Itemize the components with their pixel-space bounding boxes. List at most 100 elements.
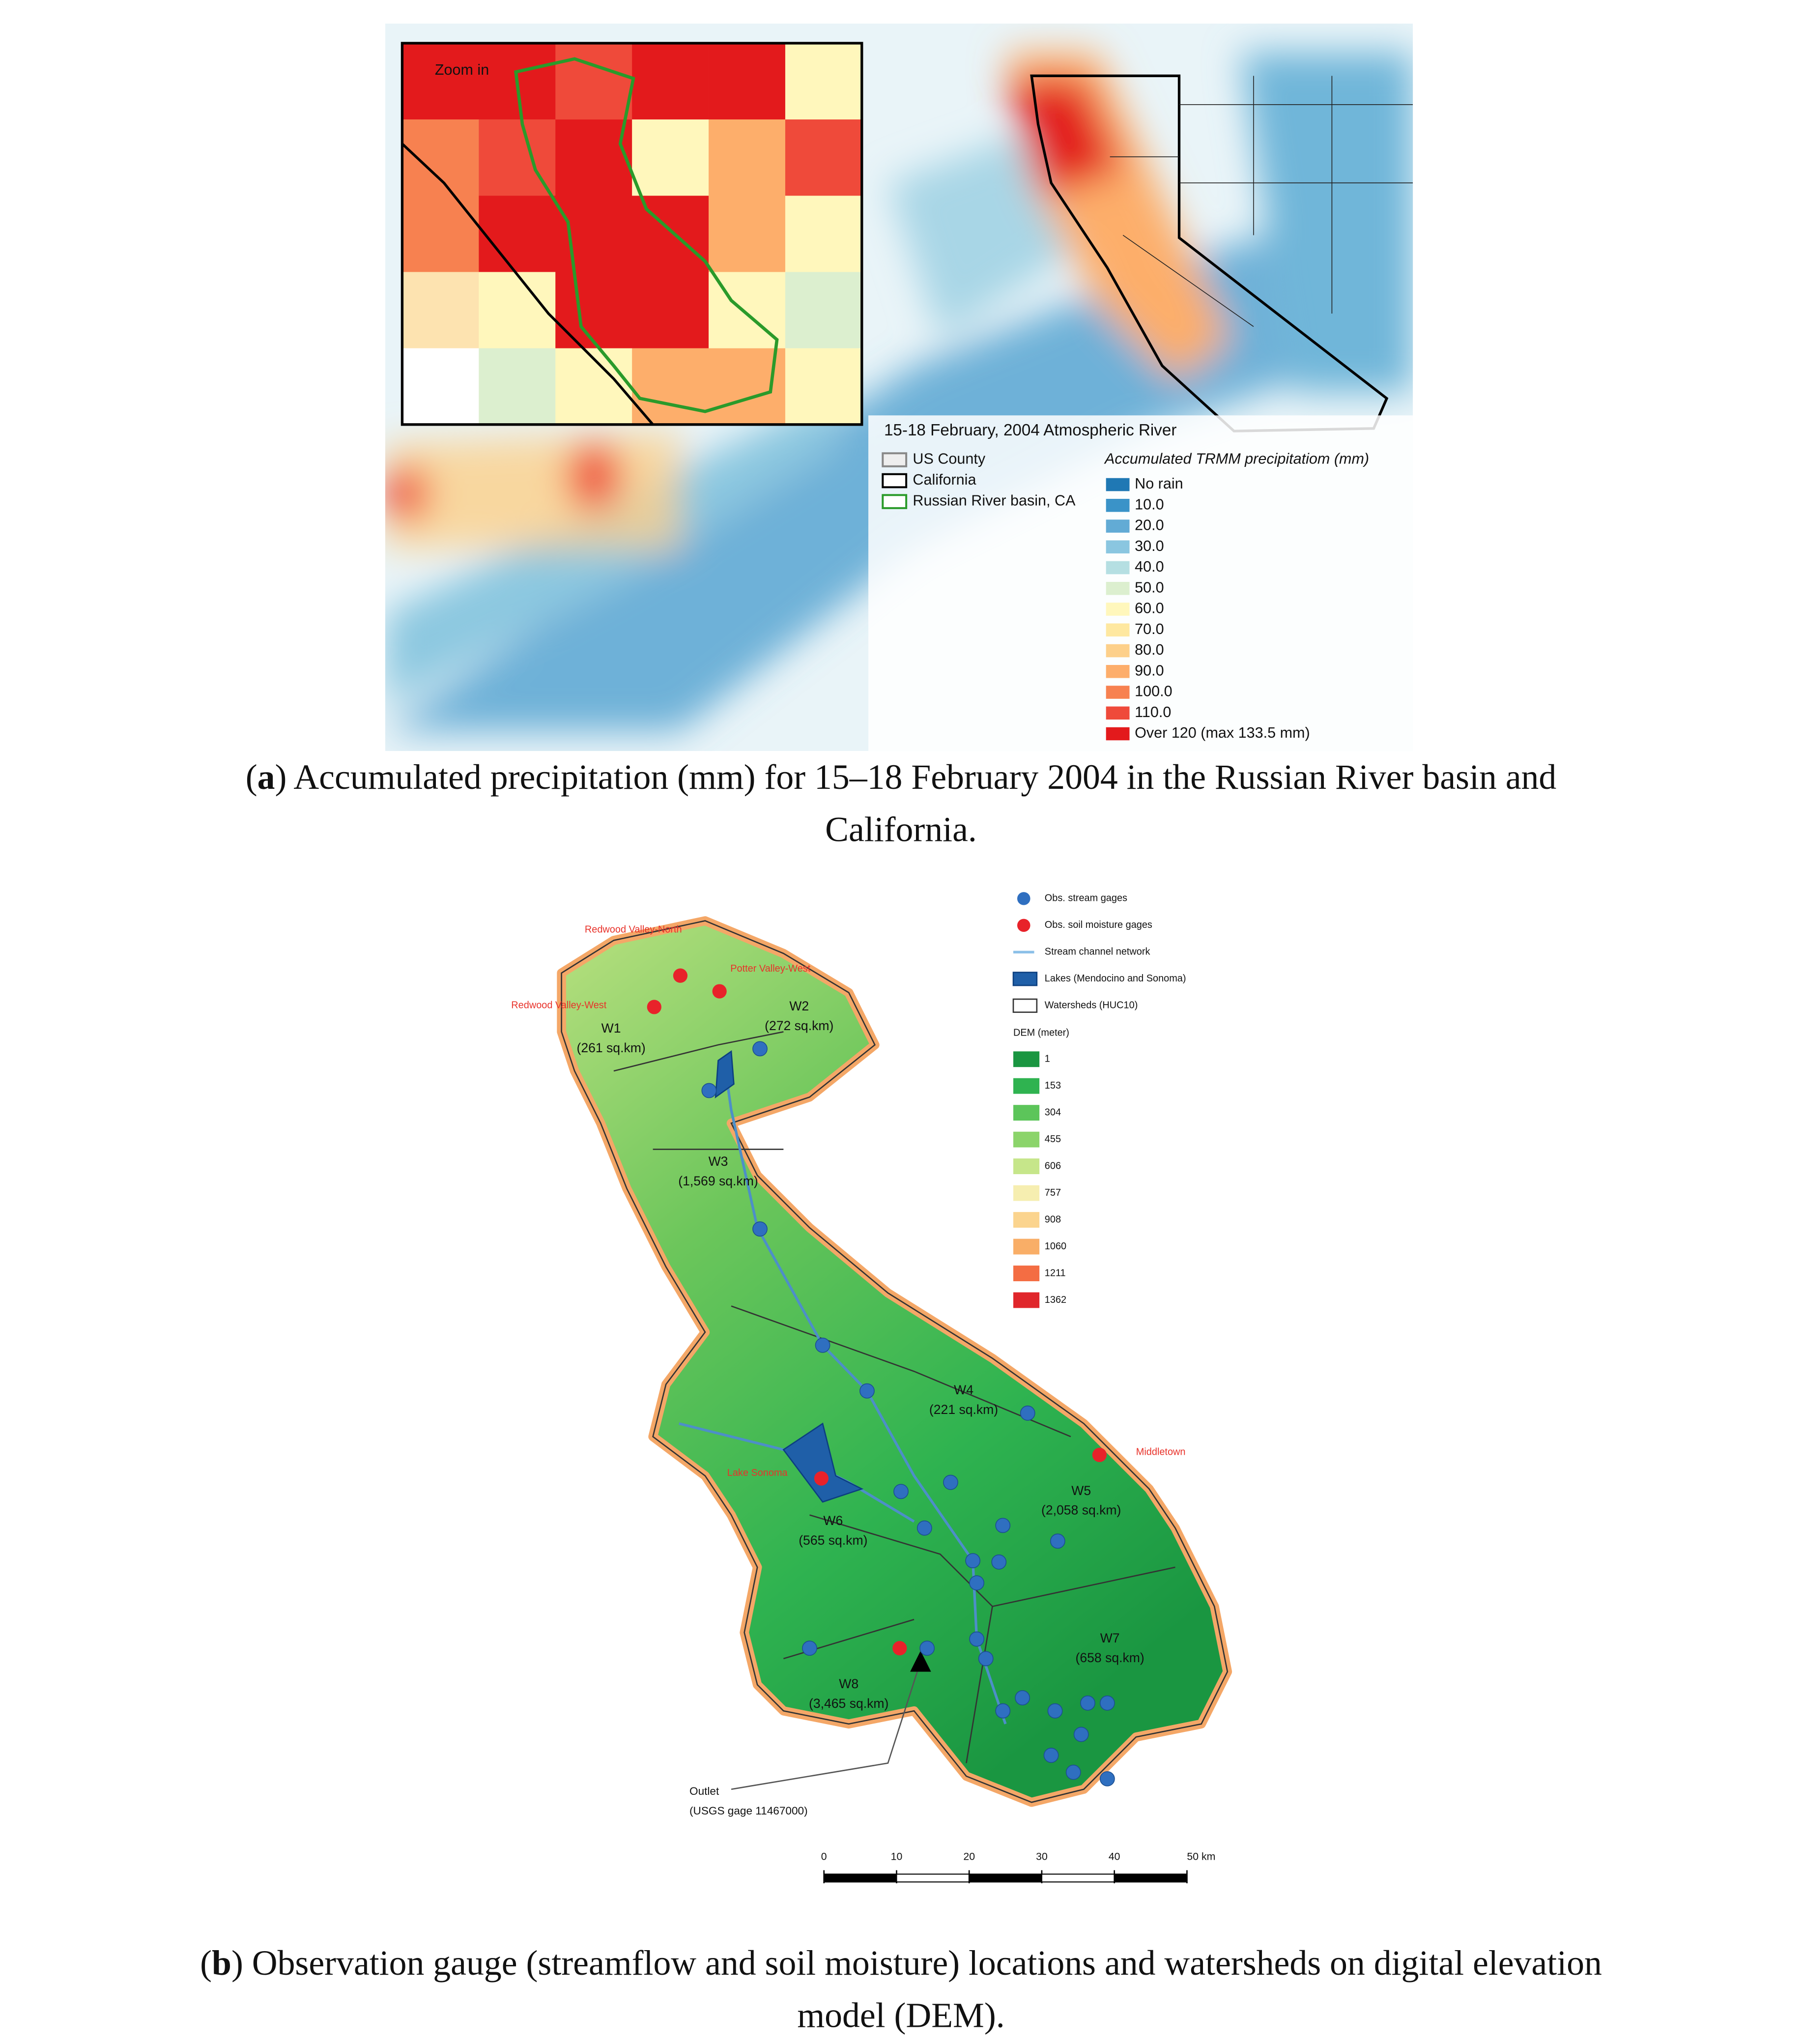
legend-label: 20.0 <box>1135 517 1164 534</box>
legend-swatch <box>1013 1185 1040 1201</box>
caption-part: California. <box>825 810 977 849</box>
soil-gage <box>647 1000 661 1014</box>
precip-cell <box>479 272 556 348</box>
legend-label: 30.0 <box>1135 538 1164 554</box>
scale-label: 40 <box>1109 1850 1120 1862</box>
caption-part: a <box>257 758 275 797</box>
legend-swatch <box>1106 706 1130 720</box>
precip-cell <box>709 43 786 120</box>
legend-swatch <box>1106 499 1130 512</box>
legend-swatch <box>1106 519 1130 533</box>
stream-gage <box>1065 1764 1081 1780</box>
legend-label: 110.0 <box>1135 704 1171 720</box>
watershed-name: W1 <box>601 1021 621 1036</box>
precip-cell <box>785 119 862 196</box>
watershed-area: (565 sq.km) <box>799 1533 867 1548</box>
stream-gage <box>995 1703 1011 1719</box>
caption-part: b <box>212 1943 231 1983</box>
watershed-area: (2,058 sq.km) <box>1041 1503 1121 1518</box>
legend-label: Watersheds (HUC10) <box>1045 1000 1138 1011</box>
legend-swatch <box>1013 1131 1040 1148</box>
watershed-area: (658 sq.km) <box>1076 1650 1144 1665</box>
legend-swatch <box>1013 1292 1040 1308</box>
watershed-area: (221 sq.km) <box>929 1402 998 1417</box>
gage-label: Redwood Valley-West <box>511 1000 606 1011</box>
precip-cell <box>785 196 862 272</box>
scale-segment <box>1041 1873 1115 1883</box>
stream-gage <box>701 1083 717 1098</box>
soil-gage <box>892 1641 907 1656</box>
legend-swatch <box>1106 582 1130 595</box>
stream-gage <box>916 1520 932 1536</box>
legend-label: 153 <box>1045 1080 1061 1091</box>
gage-label: Potter Valley-West <box>730 963 810 974</box>
zoom-inset <box>402 43 862 425</box>
inset-frame <box>400 42 863 426</box>
precip-cell <box>785 348 862 425</box>
legend-symbol <box>1017 919 1030 932</box>
stream-gage <box>1099 1771 1115 1786</box>
watershed-area: (261 sq.km) <box>576 1040 645 1055</box>
legend-swatch <box>1013 1105 1040 1121</box>
caption: California. <box>825 810 977 849</box>
stream-gage <box>1073 1727 1089 1742</box>
precip-cell <box>709 196 786 272</box>
legend-label: Obs. stream gages <box>1045 893 1127 904</box>
legend-swatch <box>1106 686 1130 699</box>
legend-label: 70.0 <box>1135 621 1164 637</box>
legend-label: 40.0 <box>1135 558 1164 575</box>
legend-label: No rain <box>1135 475 1183 492</box>
legend-swatch <box>1106 561 1130 575</box>
stream-gage <box>815 1337 830 1353</box>
legend-swatch <box>1013 1212 1040 1228</box>
stream-gage <box>752 1041 768 1057</box>
legend-label: 304 <box>1045 1107 1061 1118</box>
legend-label: Obs. soil moisture gages <box>1045 920 1152 930</box>
stream-gage <box>943 1474 958 1490</box>
legend-label: US County <box>913 451 985 467</box>
zoom-label: Zoom in <box>435 61 489 78</box>
scale-label: 0 <box>821 1850 827 1862</box>
stream-gage <box>969 1631 985 1647</box>
caption-part: ( <box>246 758 257 797</box>
precip-cell <box>632 43 709 120</box>
watershed-name: W6 <box>823 1513 843 1528</box>
legend-label: 606 <box>1045 1160 1061 1171</box>
soil-gage <box>712 984 727 999</box>
precip-cell <box>402 43 479 120</box>
legend-symbol <box>1012 972 1038 986</box>
stream-gage <box>965 1553 981 1569</box>
legend-swatch <box>1106 478 1130 491</box>
legend-label: 1060 <box>1045 1241 1066 1252</box>
watershed-name: W8 <box>839 1676 858 1691</box>
coast <box>401 143 654 426</box>
precip-cell <box>632 272 709 348</box>
precip-cell <box>479 196 556 272</box>
outlet-marker <box>910 1650 931 1672</box>
legend-label: 1211 <box>1045 1267 1066 1278</box>
legend-label: 50.0 <box>1135 579 1164 596</box>
caption: model (DEM). <box>797 1996 1004 2035</box>
gage-label: Redwood Valley-North <box>585 924 682 935</box>
precip-cell <box>555 196 632 272</box>
legend-swatch <box>1013 1158 1040 1175</box>
precip-cell <box>632 119 709 196</box>
scale-label: 10 <box>891 1850 903 1862</box>
watershed-name: W3 <box>709 1154 728 1169</box>
stream-gage <box>1047 1703 1063 1719</box>
gage-label: Middletown <box>1136 1446 1186 1457</box>
scale-label: 20 <box>963 1850 975 1862</box>
caption-part: ) Accumulated precipitation (mm) for 15–… <box>275 758 1557 797</box>
precip-cell <box>555 119 632 196</box>
legend-symbol <box>1017 892 1030 905</box>
caption: (b) Observation gauge (streamflow and so… <box>200 1943 1602 1983</box>
stream-gage <box>1043 1748 1059 1763</box>
legend-label: 10.0 <box>1135 496 1164 513</box>
legend-label: 455 <box>1045 1134 1061 1145</box>
outlet-label: Outlet <box>689 1785 719 1797</box>
stream-gage <box>969 1575 985 1591</box>
legend-label: 100.0 <box>1135 683 1172 700</box>
legend-swatch <box>1106 603 1130 616</box>
